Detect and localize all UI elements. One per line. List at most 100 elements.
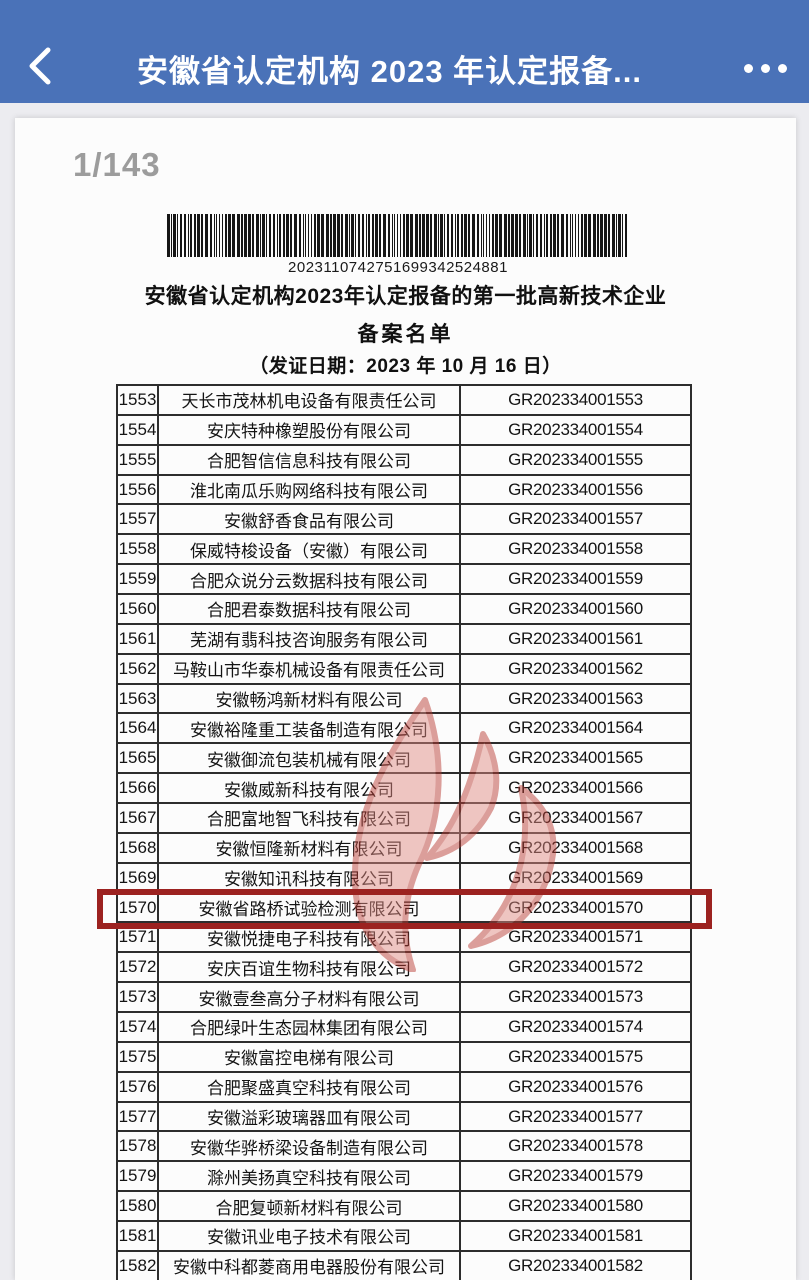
company-name-cell: 安徽溢彩玻璃器皿有限公司 [159, 1102, 461, 1131]
row-number-cell: 1573 [118, 983, 159, 1012]
row-number-cell: 1571 [118, 923, 159, 952]
table-row: 1567 合肥富地智飞科技有限公司 GR202334001567 [118, 804, 690, 834]
gr-code-cell: GR202334001571 [508, 927, 643, 947]
company-name-cell: 安徽中科都菱商用电器股份有限公司 [159, 1251, 461, 1280]
table-row: 1582 安徽中科都菱商用电器股份有限公司 GR202334001582 [118, 1251, 690, 1280]
row-number-cell: 1568 [118, 833, 159, 862]
table-row: 1566 安徽威新科技有限公司 GR202334001566 [118, 774, 690, 805]
gr-code-cell: GR202334001582 [508, 1255, 643, 1275]
gr-code-cell: GR202334001572 [508, 957, 643, 977]
table-row: 1561 芜湖有翡科技咨询服务有限公司 GR202334001561 [118, 624, 690, 655]
records-table: 1553 天长市茂林机电设备有限责任公司 GR202334001553 1554 安庆特… [97, 384, 712, 1280]
company-name-cell: 安徽华骅桥梁设备制造有限公司 [159, 1132, 461, 1161]
row-number-cell: 1580 [118, 1192, 159, 1221]
company-name-cell: 安徽壹叁高分子材料有限公司 [159, 983, 461, 1012]
table-row: 1560 合肥君泰数据科技有限公司 GR202334001560 [118, 595, 690, 625]
company-name-cell: 安庆百谊生物科技有限公司 [159, 953, 461, 982]
row-number-cell: 1569 [118, 863, 159, 892]
row-number-cell: 1577 [118, 1102, 159, 1131]
table-row: 1569 安徽知讯科技有限公司 GR202334001569 [118, 863, 690, 894]
gr-code-cell: GR202334001557 [508, 509, 643, 529]
gr-code-cell: GR202334001566 [508, 778, 643, 798]
row-number-cell: 1561 [118, 624, 159, 653]
gr-code-cell: GR202334001554 [508, 419, 643, 439]
gr-code-cell: GR202334001553 [508, 389, 643, 409]
company-name-cell: 滁州美扬真空科技有限公司 [159, 1162, 461, 1191]
table-row: 1579 滁州美扬真空科技有限公司 GR202334001579 [118, 1162, 690, 1193]
company-name-cell: 安徽恒隆新材料有限公司 [159, 833, 461, 862]
table-row: 1565 安徽御流包装机械有限公司 GR202334001565 [118, 744, 690, 775]
gr-code-cell: GR202334001559 [508, 569, 643, 589]
page-title: 安徽省认定机构 2023 年认定报备... [136, 53, 643, 89]
app-header: 安徽省认定机构 2023 年认定报备... [0, 0, 809, 103]
company-name-cell: 保威特梭设备（安徽）有限公司 [159, 535, 461, 564]
table-row: 1553 天长市茂林机电设备有限责任公司 GR202334001553 [118, 386, 690, 416]
row-number-cell: 1557 [118, 505, 159, 534]
gr-code-cell: GR202334001573 [508, 987, 643, 1007]
gr-code-cell: GR202334001556 [508, 479, 643, 499]
table-row: 1559 合肥众说分云数据科技有限公司 GR202334001559 [118, 565, 690, 596]
barcode-number: 2023110742751699342524881 [288, 259, 508, 276]
app-header-inner: 安徽省认定机构 2023 年认定报备... [0, 33, 809, 103]
table-row: 1554 安庆特种橡塑股份有限公司 GR202334001554 [118, 415, 690, 446]
row-number-cell: 1572 [118, 953, 159, 982]
table-row: 1557 安徽舒香食品有限公司 GR202334001557 [118, 505, 690, 536]
row-number-cell: 1558 [118, 535, 159, 564]
row-number-cell: 1570 [118, 893, 159, 922]
table-row: 1568 安徽恒隆新材料有限公司 GR202334001568 [118, 833, 690, 864]
row-number-cell: 1578 [118, 1132, 159, 1161]
company-name-cell: 合肥君泰数据科技有限公司 [159, 595, 461, 623]
chevron-left-icon [22, 40, 56, 97]
gr-code-cell: GR202334001579 [508, 1166, 643, 1186]
table-row: 1571 安徽悦捷电子科技有限公司 GR202334001571 [118, 923, 690, 954]
table-row: 1556 淮北南瓜乐购网络科技有限公司 GR202334001556 [118, 475, 690, 506]
document-title-line1: 安徽省认定机构2023年认定报备的第一批高新技术企业 [144, 285, 667, 308]
row-number-cell: 1581 [118, 1222, 159, 1250]
gr-code-cell: GR202334001565 [508, 748, 643, 768]
document-title-line2: 备案名单 [357, 323, 454, 346]
row-number-cell: 1579 [118, 1162, 159, 1191]
table-row: 1577 安徽溢彩玻璃器皿有限公司 GR202334001577 [118, 1102, 690, 1133]
gr-code-cell: GR202334001570 [508, 897, 643, 917]
company-name-cell: 马鞍山市华泰机械设备有限责任公司 [159, 654, 461, 683]
row-number-cell: 1567 [118, 804, 159, 832]
company-name-cell: 安徽富控电梯有限公司 [159, 1042, 461, 1071]
row-number-cell: 1576 [118, 1072, 159, 1101]
gr-code-cell: GR202334001561 [508, 628, 643, 648]
table-row: 1564 安徽裕隆重工装备制造有限公司 GR202334001564 [118, 714, 690, 745]
row-number-cell: 1575 [118, 1042, 159, 1071]
back-button[interactable] [22, 42, 62, 94]
gr-code-cell: GR202334001578 [508, 1136, 643, 1156]
company-name-cell: 安徽畅鸿新材料有限公司 [159, 684, 461, 713]
more-menu-button[interactable] [717, 42, 787, 94]
table-row: 1580 合肥复顿新材料有限公司 GR202334001580 [118, 1192, 690, 1223]
table-row: 1555 合肥智信信息科技有限公司 GR202334001555 [118, 445, 690, 476]
table-row: 1575 安徽富控电梯有限公司 GR202334001575 [118, 1042, 690, 1073]
table-row: 1570 安徽省路桥试验检测有限公司 GR202334001570 [118, 893, 690, 924]
row-number-cell: 1565 [118, 744, 159, 773]
document-page[interactable]: 1/143 2023110742751699342524881 安徽省认定机构2… [15, 118, 796, 1280]
table-row: 1558 保威特梭设备（安徽）有限公司 GR202334001558 [118, 535, 690, 566]
company-name-cell: 安徽省路桥试验检测有限公司 [159, 893, 461, 922]
company-name-cell: 安徽悦捷电子科技有限公司 [159, 923, 461, 952]
gr-code-cell: GR202334001581 [508, 1225, 643, 1245]
table-row: 1576 合肥聚盛真空科技有限公司 GR202334001576 [118, 1072, 690, 1103]
gr-code-cell: GR202334001563 [508, 688, 643, 708]
company-name-cell: 合肥富地智飞科技有限公司 [159, 804, 461, 832]
gr-code-cell: GR202334001568 [508, 837, 643, 857]
company-name-cell: 安庆特种橡塑股份有限公司 [159, 415, 461, 444]
gr-code-cell: GR202334001555 [508, 449, 643, 469]
company-name-cell: 安徽裕隆重工装备制造有限公司 [159, 714, 461, 743]
gr-code-cell: GR202334001580 [508, 1196, 643, 1216]
gr-code-cell: GR202334001567 [508, 807, 643, 827]
table-row: 1581 安徽讯业电子技术有限公司 GR202334001581 [118, 1222, 690, 1252]
company-name-cell: 安徽舒香食品有限公司 [159, 505, 461, 534]
table-row: 1562 马鞍山市华泰机械设备有限责任公司 GR202334001562 [118, 654, 690, 685]
company-name-cell: 淮北南瓜乐购网络科技有限公司 [159, 475, 461, 504]
company-name-cell: 安徽威新科技有限公司 [159, 774, 461, 803]
company-name-cell: 芜湖有翡科技咨询服务有限公司 [159, 624, 461, 653]
company-name-cell: 天长市茂林机电设备有限责任公司 [159, 386, 461, 414]
table-row: 1572 安庆百谊生物科技有限公司 GR202334001572 [118, 953, 690, 984]
table-row: 1573 安徽壹叁高分子材料有限公司 GR202334001573 [118, 983, 690, 1014]
row-number-cell: 1566 [118, 774, 159, 803]
